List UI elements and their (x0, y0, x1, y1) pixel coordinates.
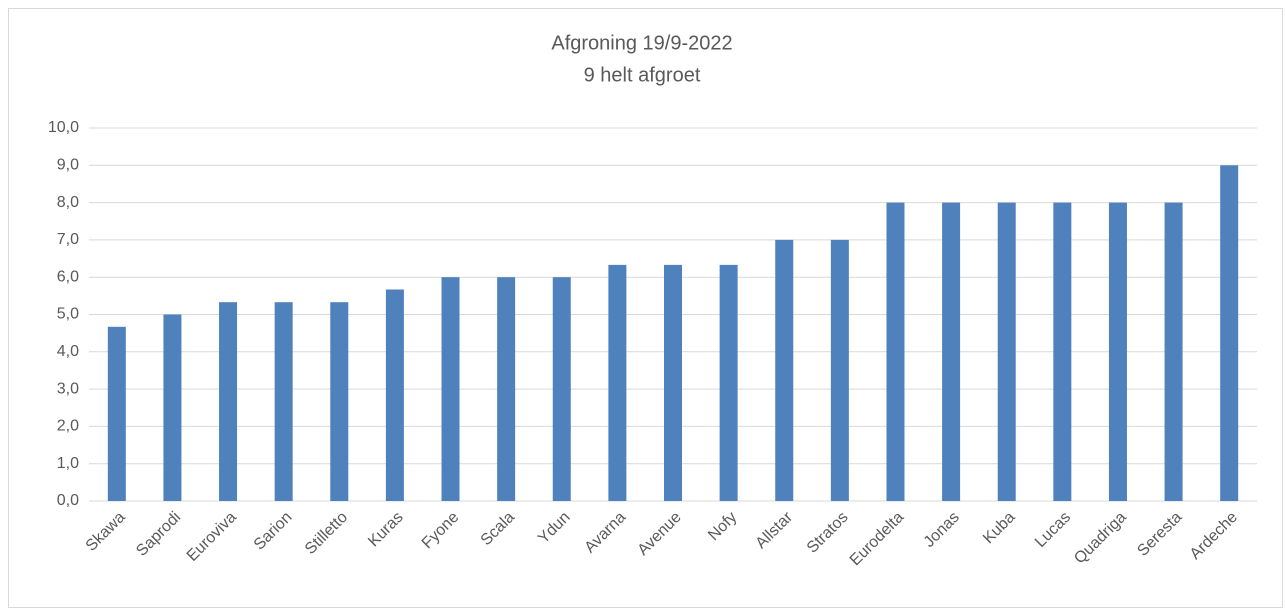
y-tick-label: 5,0 (57, 306, 79, 323)
bar (997, 202, 1016, 501)
bar (441, 277, 460, 501)
bar (775, 239, 794, 501)
bar (608, 264, 627, 501)
bar (219, 302, 238, 501)
bar (552, 277, 571, 501)
bar (719, 264, 738, 501)
bar (163, 314, 182, 501)
bar (830, 239, 849, 501)
y-tick-label: 8,0 (57, 194, 79, 211)
bar (274, 302, 293, 501)
bar (664, 264, 682, 501)
bar (1053, 202, 1072, 501)
bar (886, 202, 905, 501)
bar (1108, 202, 1127, 501)
y-tick-label: 6,0 (57, 268, 79, 285)
y-tick-label: 0,0 (57, 492, 79, 509)
y-tick-label: 9,0 (57, 157, 79, 174)
bar (330, 302, 349, 501)
bar (107, 326, 126, 501)
y-tick-label: 7,0 (57, 231, 79, 248)
y-tick-label: 10,0 (48, 119, 79, 136)
y-tick-label: 3,0 (57, 380, 79, 397)
bar (385, 289, 404, 501)
y-tick-label: 1,0 (57, 455, 79, 472)
chart-frame (8, 8, 1283, 608)
y-tick-label: 4,0 (57, 343, 79, 360)
y-tick-label: 2,0 (57, 418, 79, 435)
bar (942, 202, 961, 501)
bar (1220, 165, 1239, 502)
bar (497, 277, 516, 501)
bar (1164, 202, 1183, 501)
chart-subtitle: 9 helt afgroet (584, 64, 701, 86)
chart-title: Afgroning 19/9-2022 (551, 32, 732, 54)
